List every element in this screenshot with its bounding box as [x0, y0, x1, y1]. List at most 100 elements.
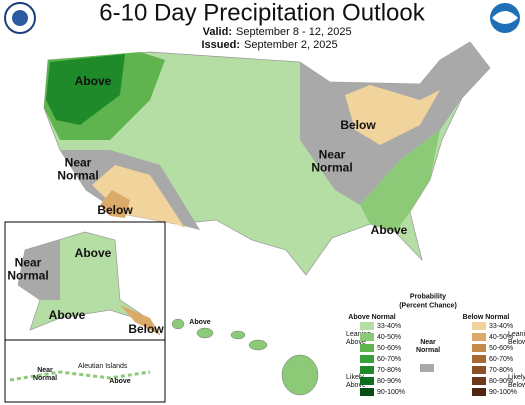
label-line: Normal [7, 269, 48, 283]
label-line: Leaning [508, 331, 525, 338]
legend-bin-label: 40-50% [377, 334, 401, 341]
label-line: Above [189, 319, 211, 326]
legend-bin-label: 80-90% [377, 378, 401, 385]
region-label: Aleutian Islands [78, 363, 128, 370]
label-line: Below [340, 118, 376, 132]
region-label: Near Normal [57, 156, 98, 183]
region-label: Above [109, 378, 131, 385]
label-line: Near [65, 156, 92, 170]
legend-title: Probability (Percent Chance) [399, 293, 457, 309]
label-line: Below [128, 322, 164, 336]
legend-swatch [360, 322, 374, 330]
valid-dates: September 8 - 12, 2025 [236, 26, 352, 38]
label-line: Near [37, 367, 53, 374]
legend-swatch [472, 388, 486, 396]
legend-swatch [360, 377, 374, 385]
valid-label: Valid: [203, 26, 232, 38]
lakes-below [345, 85, 440, 145]
legend-swatch [472, 377, 486, 385]
legend-bin-label: 33-40% [489, 323, 513, 330]
region-label: Below [128, 322, 164, 336]
label-line: Above [346, 382, 366, 389]
nw-above-70 [46, 54, 125, 125]
label-line: Below [508, 339, 525, 346]
region-label: Above [75, 246, 112, 260]
legend-swatch [360, 333, 374, 341]
likely-below: Likely Below [508, 374, 525, 389]
legend-swatch [360, 355, 374, 363]
legend-swatch [472, 333, 486, 341]
legend-bin-label: 70-80% [377, 367, 401, 374]
label-line: Likely [508, 374, 525, 381]
label-line: Above [49, 308, 86, 322]
region-label: Below [340, 118, 376, 132]
sw-below [92, 165, 185, 228]
near-heading: Near Normal [416, 339, 440, 354]
doc-logo-center [12, 10, 28, 26]
legend-bin-label: 90-100% [377, 389, 405, 396]
label-line: Normal [416, 347, 440, 354]
legend-swatch [472, 344, 486, 352]
label-line: Above [109, 378, 131, 385]
legend-bin-label: 60-70% [377, 356, 401, 363]
leaning-above: Leaning Above [346, 331, 371, 346]
label-line: Normal [57, 169, 98, 183]
legend-swatch [360, 388, 374, 396]
above-heading: Above Normal [348, 314, 396, 321]
label-line: Probability [410, 293, 446, 300]
hawaii [171, 318, 319, 396]
alaska-below [120, 305, 160, 335]
alaska-near [18, 240, 60, 300]
below-heading: Below Normal [463, 314, 510, 321]
label-line: Below [508, 382, 525, 389]
legend-bin-label: 50-60% [377, 345, 401, 352]
region-label: Near Normal [311, 148, 352, 175]
legend-swatch [472, 322, 486, 330]
legend-bin-label: 80-90% [489, 378, 513, 385]
label-line: Near [15, 256, 42, 270]
legend: Probability (Percent Chance)Above Normal B… [346, 293, 525, 396]
label-line: Normal [311, 161, 352, 175]
region-label: Near Normal [33, 367, 57, 382]
sw-below-40 [100, 190, 130, 218]
legend-bin-label: 70-80% [489, 367, 513, 374]
label-line: Aleutian Islands [78, 363, 128, 370]
title: 6-10 Day Precipitation Outlook [99, 0, 426, 26]
legend-bin-label: 33-40% [377, 323, 401, 330]
label-line: Normal [33, 375, 57, 382]
legend-bin-label: 40-50% [489, 334, 513, 341]
region-label: Above [189, 319, 211, 326]
label-line: Above [371, 223, 408, 237]
near-swatch [420, 364, 434, 372]
label-line: Below [97, 203, 133, 217]
label-line: Likely [346, 374, 364, 381]
legend-swatch [360, 366, 374, 374]
label-line: (Percent Chance) [399, 302, 457, 309]
legend-bin-label: 60-70% [489, 356, 513, 363]
label-line: Leaning [346, 331, 371, 338]
region-label: Above [371, 223, 408, 237]
conus [43, 41, 491, 276]
leaning-below: LeaningBelow [508, 331, 525, 346]
issued-date: September 2, 2025 [244, 39, 338, 51]
label-line: Near [319, 148, 346, 162]
region-label: Above [49, 308, 86, 322]
legend-swatch [360, 344, 374, 352]
region-label: Above [75, 74, 112, 88]
label-line: Above [75, 74, 112, 88]
region-label: Below [97, 203, 133, 217]
legend-bin-label: 90-100% [489, 389, 517, 396]
aleutian-box [4, 339, 166, 403]
aleutian-chain [9, 370, 151, 382]
legend-swatch [472, 355, 486, 363]
noaa-logo-bird [492, 11, 518, 24]
region-label: Near Normal [7, 256, 48, 283]
issued-label: Issued: [201, 39, 240, 51]
se-above [360, 130, 440, 232]
legend-swatch [472, 366, 486, 374]
label-line: Near [420, 339, 436, 346]
label-line: Above [346, 339, 366, 346]
likely-above: Likely Above [346, 374, 366, 389]
legend-bin-label: 50-60% [489, 345, 513, 352]
